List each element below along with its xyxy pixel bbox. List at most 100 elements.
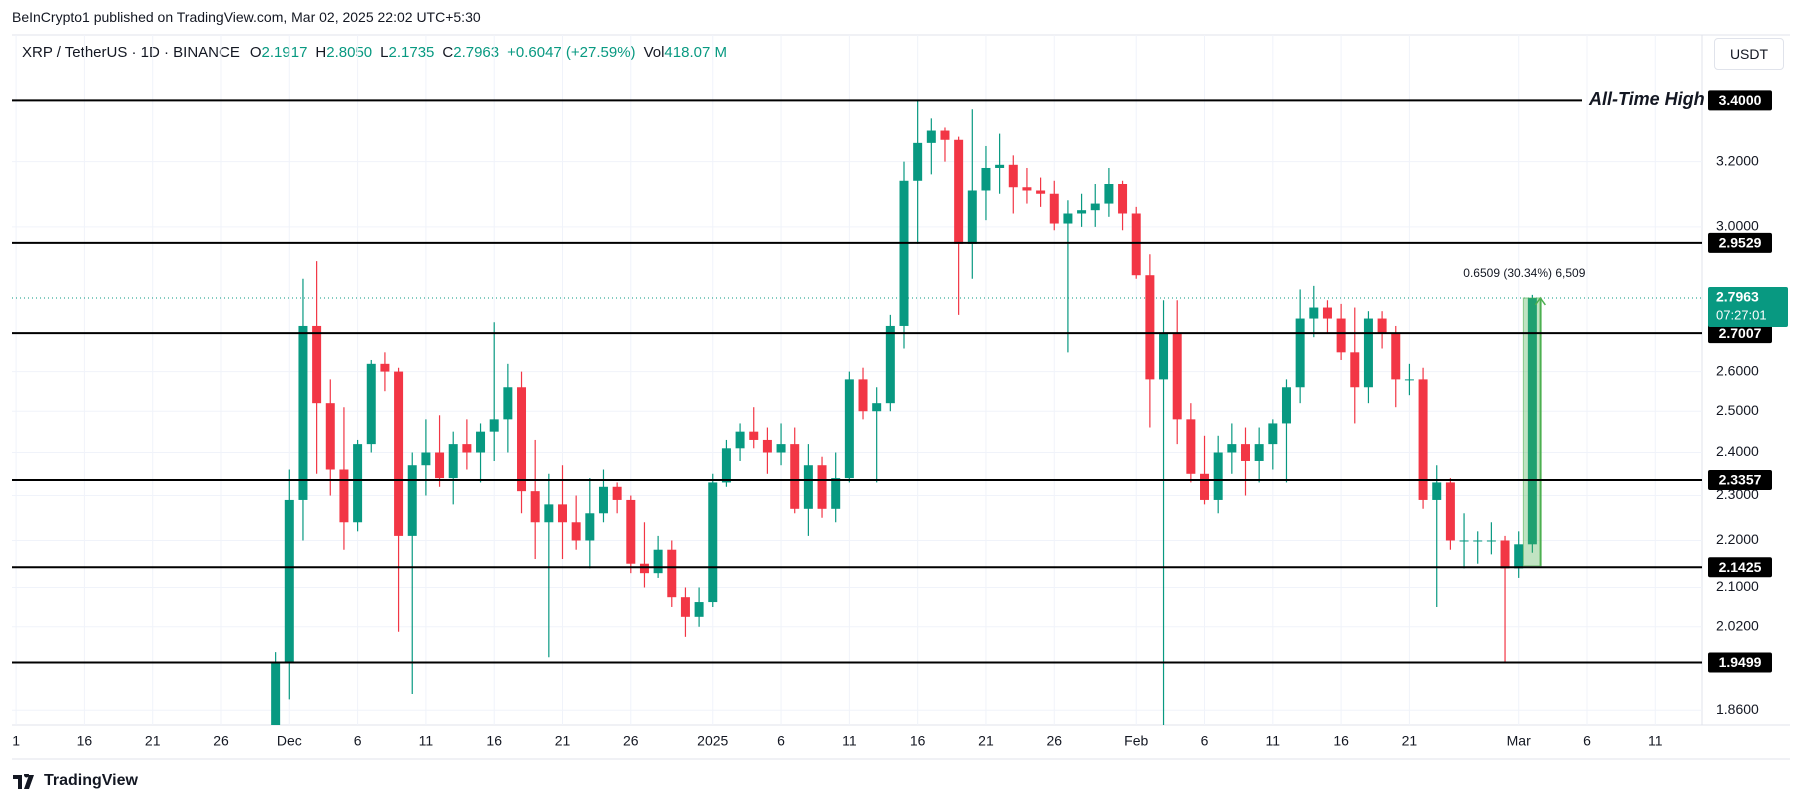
- symbol: XRP / TetherUS · 1D · BINANCE: [22, 44, 240, 61]
- candle-body: [557, 504, 567, 523]
- candle-body: [435, 452, 445, 479]
- candle-body: [380, 363, 390, 372]
- y-tick-label: 2.0200: [1716, 617, 1759, 633]
- candle-body: [926, 130, 936, 143]
- candle-body: [708, 482, 718, 603]
- candle-body: [1063, 213, 1073, 224]
- candle-body: [1363, 318, 1373, 388]
- low-value: 2.1735: [388, 44, 435, 61]
- measure-arrowhead: [1534, 296, 1546, 306]
- candle-body: [1227, 444, 1237, 453]
- close-value: 2.7963: [453, 44, 500, 61]
- y-tick-label: 2.3000: [1716, 486, 1759, 502]
- candle-body: [1350, 352, 1360, 388]
- candle-body: [626, 499, 636, 564]
- grid: [12, 35, 1702, 725]
- candle-body: [817, 465, 827, 509]
- x-tick-label: 21: [145, 733, 161, 749]
- candle-body: [885, 325, 895, 404]
- x-tick-label: 11: [1648, 733, 1663, 749]
- candle-body: [1022, 187, 1032, 191]
- candle-body: [530, 491, 540, 523]
- x-tick-label: 21: [1402, 733, 1418, 749]
- candle-body: [544, 504, 554, 523]
- level-label-box: [1708, 232, 1772, 253]
- y-tick-label: 2.4000: [1716, 443, 1759, 459]
- candle-body: [1322, 307, 1332, 319]
- countdown-label: 07:27:01: [1716, 307, 1767, 322]
- candle-body: [995, 164, 1005, 168]
- candle-body: [913, 142, 923, 181]
- candle-body: [858, 379, 868, 412]
- candle-body: [1377, 318, 1387, 334]
- candle-body: [612, 486, 622, 500]
- level-label: 2.1425: [1719, 559, 1762, 575]
- candle-body: [1172, 333, 1182, 420]
- candle-body: [1445, 482, 1455, 541]
- currency-button[interactable]: USDT: [1714, 38, 1784, 70]
- y-tick-label: 2.2000: [1716, 531, 1759, 547]
- x-tick-label: 11: [1266, 733, 1281, 749]
- x-tick-label: 6: [777, 733, 785, 749]
- footer-brand: TradingView: [44, 772, 138, 789]
- last-price-label: 2.7963: [1716, 289, 1759, 305]
- open-value: 2.1917: [261, 44, 308, 61]
- level-label-box: [1708, 90, 1772, 111]
- candle-body: [1459, 540, 1469, 542]
- candle-body: [1418, 379, 1428, 500]
- candle-body: [271, 662, 281, 725]
- candle-body: [940, 130, 950, 140]
- candle-body: [1118, 184, 1128, 214]
- symbol-legend: XRP / TetherUS · 1D · BINANCE O2.1917 H2.8…: [22, 44, 735, 61]
- level-label-box: [1708, 652, 1772, 673]
- x-tick-label: 21: [555, 733, 571, 749]
- tradingview-logo: [13, 774, 34, 789]
- candle-body: [1336, 318, 1346, 353]
- x-tick-label: 16: [486, 733, 502, 749]
- level-label: 2.7007: [1719, 325, 1762, 341]
- candle-body: [462, 444, 472, 453]
- candle-body: [598, 486, 608, 514]
- candle-body: [394, 371, 404, 536]
- level-label-box: [1708, 323, 1772, 344]
- candle-body: [1077, 210, 1087, 214]
- candle-body: [954, 139, 964, 244]
- high-key: H: [315, 44, 327, 61]
- candle-body: [1254, 444, 1264, 461]
- candle-body: [1432, 482, 1442, 500]
- low-key: L: [380, 44, 389, 61]
- candle-body: [1213, 452, 1223, 500]
- candle-body: [981, 167, 991, 191]
- x-tick-label: 16: [1333, 733, 1349, 749]
- x-tick-label: 1: [12, 733, 20, 749]
- candle-body: [1200, 473, 1210, 500]
- change: +0.6047 (+27.59%): [507, 44, 636, 61]
- candle-body: [680, 597, 690, 617]
- open-key: O: [249, 44, 262, 61]
- x-tick-label: 16: [77, 733, 93, 749]
- candle-body: [1486, 540, 1496, 542]
- candle-body: [694, 602, 704, 617]
- candle-body: [1131, 213, 1141, 276]
- candle-body: [1036, 190, 1046, 194]
- x-tick-label: 11: [419, 733, 434, 749]
- candle-body: [503, 387, 513, 420]
- x-tick-label: Feb: [1124, 733, 1148, 749]
- candle-body: [1186, 419, 1196, 474]
- y-tick-label: 3.0000: [1716, 218, 1759, 234]
- level-label: 2.9529: [1719, 235, 1762, 251]
- candle-body: [571, 522, 581, 541]
- candle-body: [735, 431, 745, 449]
- x-tick-label: 26: [623, 733, 639, 749]
- level-label: 3.4000: [1719, 92, 1762, 108]
- measure-range: [1522, 297, 1542, 567]
- candle-body: [872, 403, 882, 412]
- x-tick-label: 26: [1046, 733, 1062, 749]
- x-tick-label: 6: [354, 733, 362, 749]
- candle-body: [1090, 203, 1100, 211]
- candle-body: [353, 444, 363, 523]
- level-note: All-Time High -: [1588, 89, 1716, 109]
- candle-body: [721, 448, 731, 483]
